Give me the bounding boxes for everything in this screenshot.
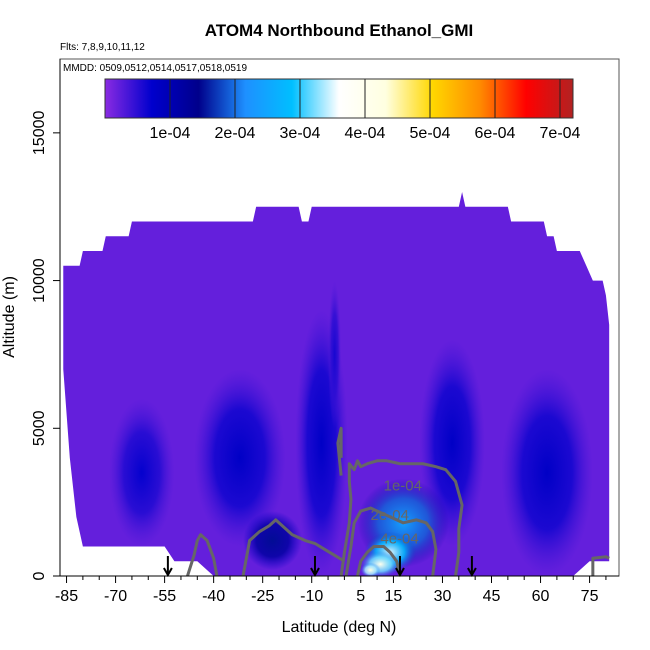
colorbar-ticks: 1e-04 2e-04 3e-04 4e-04 5e-04 6e-04 7e-04 xyxy=(150,79,581,142)
flight-arrow xyxy=(467,556,477,578)
colorbar: 1e-04 2e-04 3e-04 4e-04 5e-04 6e-04 7e-04 xyxy=(104,78,581,142)
heatmap-feature xyxy=(243,511,302,571)
contour-lines xyxy=(186,426,610,576)
x-tick-label: -25 xyxy=(251,588,274,605)
colorbar-tick-label: 4e-04 xyxy=(345,125,386,142)
x-tick-label: 75 xyxy=(581,588,599,605)
plot-area: 1e-04 2e-04 4e-04 MMDD: 0509,0512,0514,051… xyxy=(59,58,620,578)
x-tick-label: -70 xyxy=(104,588,127,605)
contour-line xyxy=(336,426,343,476)
x-axis: -85 -70 -55 -40 -25 -10 5 15 30 45 60 75 xyxy=(55,575,619,605)
heatmap-field xyxy=(63,191,610,576)
contour-line xyxy=(241,518,346,576)
heatmap-feature xyxy=(360,562,381,576)
flight-arrows xyxy=(163,556,477,578)
x-tick-label: -85 xyxy=(55,588,78,605)
x-tick-label: 30 xyxy=(434,588,452,605)
flight-arrow xyxy=(310,556,320,578)
colorbar-tick-label: 7e-04 xyxy=(540,125,581,142)
x-tick-label: -55 xyxy=(153,588,176,605)
contour-line xyxy=(591,555,610,576)
x-tick-label: 45 xyxy=(483,588,501,605)
flight-arrow xyxy=(163,556,173,578)
chart-title: ATOM4 Northbound Ethanol_GMI xyxy=(205,21,474,40)
flights-subtitle: Flts: 7,8,9,10,11,12 xyxy=(60,42,145,53)
contour-line xyxy=(339,459,464,576)
heatmap-features xyxy=(109,280,593,576)
x-axis-label: Latitude (deg N) xyxy=(282,619,397,636)
colorbar-tick-label: 6e-04 xyxy=(475,125,516,142)
contour-label: 4e-04 xyxy=(380,531,418,548)
dates-subtitle: MMDD: 0509,0512,0514,0517,0518,0519 xyxy=(63,63,247,74)
contour-line xyxy=(356,544,402,576)
flight-arrow xyxy=(395,556,405,578)
contour-line xyxy=(186,533,219,576)
colorbar-tick-label: 1e-04 xyxy=(150,125,191,142)
colorbar-tick-label: 3e-04 xyxy=(280,125,321,142)
x-tick-label: -10 xyxy=(300,588,323,605)
x-tick-label: 5 xyxy=(356,588,365,605)
colorbar-tick-label: 2e-04 xyxy=(215,125,256,142)
colorbar-tick-label: 5e-04 xyxy=(410,125,451,142)
colorbar-gradient xyxy=(104,78,574,119)
x-tick-label: -40 xyxy=(202,588,225,605)
heatmap-feature xyxy=(109,398,175,547)
y-axis-label: Altitude (m) xyxy=(1,276,18,358)
contour-line xyxy=(344,506,438,576)
y-tick-label: 10000 xyxy=(31,258,48,303)
y-tick-label: 0 xyxy=(31,571,48,580)
y-tick-label: 15000 xyxy=(31,111,48,156)
heatmap-feature xyxy=(194,369,286,547)
y-axis: 0 5000 10000 15000 xyxy=(31,59,61,580)
x-tick-label: 15 xyxy=(385,588,403,605)
contour-label: 2e-04 xyxy=(371,507,409,524)
y-tick-label: 5000 xyxy=(31,410,48,446)
x-tick-label: 60 xyxy=(532,588,550,605)
heatmap-feature xyxy=(328,280,342,429)
heatmap-feature xyxy=(501,369,593,576)
contour-label: 1e-04 xyxy=(384,477,422,494)
contour-labels: 1e-04 2e-04 4e-04 xyxy=(371,477,422,547)
